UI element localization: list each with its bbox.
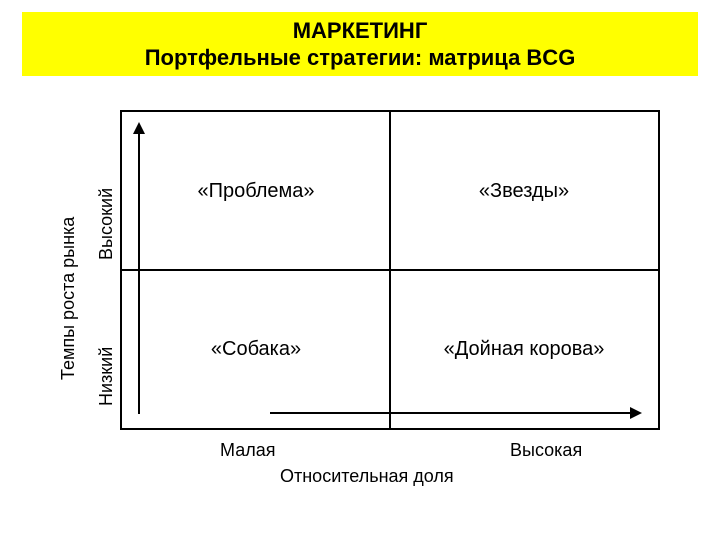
title-banner: МАРКЕТИНГ Портфельные стратегии: матрица… (22, 12, 698, 76)
y-axis-low-label: Низкий (96, 347, 117, 406)
quadrant-top-left: «Проблема» (122, 112, 390, 270)
bcg-matrix: «Проблема» «Звезды» «Собака» «Дойная кор… (120, 110, 660, 430)
slide: МАРКЕТИНГ Портфельные стратегии: матрица… (0, 0, 720, 540)
quadrant-top-right: «Звезды» (390, 112, 658, 270)
y-axis-high-label: Высокий (96, 188, 117, 260)
x-axis-title: Относительная доля (280, 466, 454, 487)
y-axis-arrow (138, 124, 140, 414)
title-line1: МАРКЕТИНГ (293, 17, 428, 45)
title-line2: Портфельные стратегии: матрица BCG (145, 44, 576, 72)
x-axis-arrow (270, 412, 640, 414)
x-axis-high-label: Высокая (510, 440, 582, 461)
y-axis-title: Темпы роста рынка (58, 217, 79, 380)
quadrant-bottom-left: «Собака» (122, 270, 390, 428)
quadrant-bottom-right: «Дойная корова» (390, 270, 658, 428)
x-axis-low-label: Малая (220, 440, 275, 461)
